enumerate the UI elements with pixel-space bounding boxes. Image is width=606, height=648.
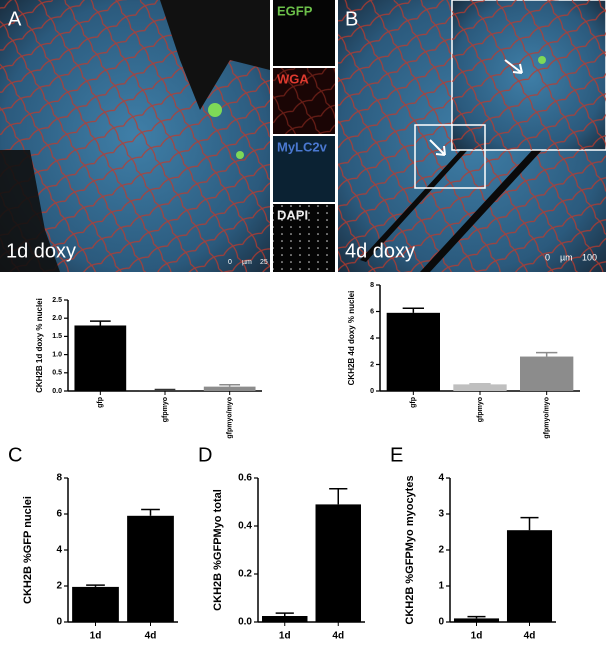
- error-bar: [275, 612, 294, 616]
- x-tick-label: gfpmyo: [162, 397, 169, 422]
- y-tick-label: 0.4: [238, 521, 252, 532]
- bar: [453, 384, 507, 391]
- x-tick-label: gfpmyo: [477, 397, 484, 422]
- y-tick-label: 0.2: [238, 569, 252, 580]
- y-tick-label: 2: [370, 361, 374, 368]
- y-tick-label: 8: [370, 282, 374, 289]
- bar: [74, 325, 127, 391]
- bar: [386, 312, 440, 391]
- panel-letter: C: [8, 444, 22, 466]
- y-tick-label: 6: [56, 509, 62, 520]
- panel-letter: A: [8, 8, 22, 30]
- y-tick-label: 2: [438, 545, 444, 556]
- channel-label: MyLC2v: [277, 139, 328, 154]
- bar: [139, 390, 191, 391]
- y-tick-label: 0: [56, 617, 62, 628]
- error-bar: [89, 320, 111, 326]
- panel-letter: E: [390, 444, 403, 466]
- scale-text: 25: [260, 259, 268, 266]
- scale-text: 0: [228, 259, 232, 266]
- panel-letter: D: [198, 444, 212, 466]
- y-tick-label: 4: [370, 335, 374, 342]
- channel-label: DAPI: [277, 207, 308, 222]
- error-bar: [141, 508, 160, 516]
- y-tick-label: 0.0: [52, 388, 62, 395]
- error-bar: [520, 516, 539, 531]
- scale-text: 0: [545, 252, 550, 262]
- error-bar: [329, 488, 348, 505]
- error-bar: [467, 615, 486, 619]
- panel-letter: B: [345, 8, 358, 30]
- error-bar: [536, 351, 558, 357]
- bar: [72, 586, 119, 622]
- x-tick-label: 4d: [145, 631, 157, 642]
- scale-text: µm: [242, 259, 252, 266]
- channel-label: WGA: [277, 71, 309, 86]
- image-texts: A 1d doxy 0 µm 25 EGFP WGA MyLC2v DAPI B…: [6, 3, 597, 265]
- x-tick-label: gfp: [97, 397, 104, 408]
- bar: [453, 618, 500, 622]
- y-axis-label: CKH2B %GFP nuclei: [22, 496, 34, 604]
- image-label: 4d doxy: [345, 240, 415, 262]
- y-axis-label: CKH2B 1d doxy % nuclei: [35, 298, 44, 393]
- y-tick-label: 4: [56, 545, 62, 556]
- x-tick-label: gfp: [410, 397, 417, 408]
- bar: [127, 515, 174, 622]
- x-tick-label: 1d: [471, 631, 483, 642]
- x-tick-label: 1d: [90, 631, 102, 642]
- error-bar: [86, 584, 105, 587]
- y-tick-label: 0: [438, 617, 444, 628]
- bar: [262, 616, 308, 622]
- y-tick-label: 1.5: [52, 333, 62, 340]
- y-axis-label: CKH2B 4d doxy % nuclei: [347, 291, 356, 386]
- y-axis-label: CKH2B %GFPMyo myocytes: [404, 475, 416, 624]
- y-tick-label: 0.6: [238, 473, 252, 484]
- image-label: 1d doxy: [6, 240, 76, 262]
- y-tick-label: 6: [370, 308, 374, 315]
- y-tick-label: 3: [438, 509, 444, 520]
- channel-label: EGFP: [277, 3, 313, 18]
- channel-images: [273, 0, 335, 272]
- bar: [203, 386, 256, 391]
- y-tick-label: 4: [438, 473, 444, 484]
- x-tick-label: 1d: [279, 631, 291, 642]
- y-tick-label: 2.5: [52, 297, 62, 304]
- scale-text: µm: [560, 252, 573, 262]
- y-tick-label: 2: [56, 581, 62, 592]
- error-bar: [154, 388, 176, 391]
- y-tick-label: 0: [370, 388, 374, 395]
- y-tick-label: 1.0: [52, 351, 62, 358]
- panel-a-image: [0, 0, 270, 272]
- y-tick-label: 0.5: [52, 370, 62, 377]
- x-tick-label: gfpmyo/myo: [544, 397, 551, 439]
- bar: [520, 356, 574, 391]
- error-bar: [219, 384, 241, 387]
- error-bar: [469, 382, 491, 385]
- y-tick-label: 1: [438, 581, 444, 592]
- y-tick-label: 8: [56, 473, 62, 484]
- x-tick-label: gfpmyo/myo: [227, 397, 234, 439]
- y-axis-label: CKH2B %GFPMyo total: [212, 489, 224, 611]
- x-tick-label: 4d: [524, 631, 536, 642]
- panel-b-image: [338, 0, 606, 272]
- error-bar: [402, 307, 424, 313]
- y-tick-label: 2.0: [52, 315, 62, 322]
- bar: [315, 504, 361, 622]
- bar: [506, 530, 553, 622]
- x-tick-label: 4d: [332, 631, 344, 642]
- y-tick-label: 0.0: [238, 617, 252, 628]
- scale-text: 100: [582, 252, 597, 262]
